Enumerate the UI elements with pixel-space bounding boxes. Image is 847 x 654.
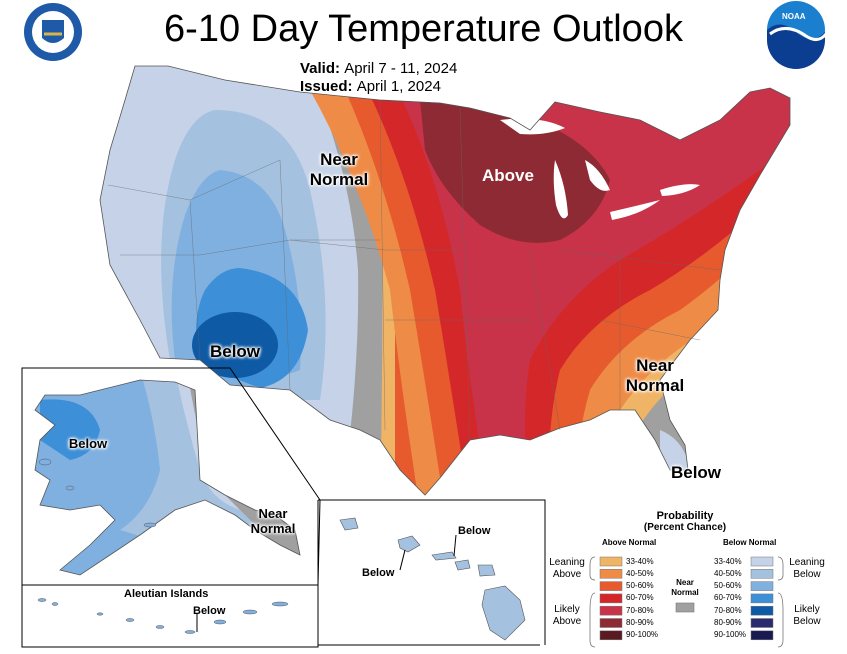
legend-below-bin-label: 60-70% [714,593,742,603]
aleutian-islands [37,598,289,634]
noaa-logo-text: NOAA [782,12,806,21]
label-near-normal-west: Near Normal [309,150,369,189]
legend-above-swatch [599,581,623,591]
valid-dates: Valid: April 7 - 11, 2024 [300,60,458,77]
legend-below-bin-label: 70-80% [714,605,742,615]
legend-above-bin-label: 60-70% [626,593,654,603]
legend-near-normal-swatch [675,602,695,613]
hawaii-inset-frame [317,500,540,646]
legend-below-header: Below Normal [723,538,777,547]
legend-above-swatch [599,618,623,628]
legend-below-swatch [750,618,774,628]
legend-above-swatch [599,569,623,579]
legend-above-bin-label: 90-100% [626,630,659,640]
label-above: Above [482,166,534,185]
page-title: 6-10 Day Temperature Outlook [164,8,683,50]
legend-below-swatch [750,593,774,604]
legend-likely-below: Likely Below [793,604,821,627]
state-borders [107,99,721,441]
legend-below-swatch [750,605,774,616]
legend-below-bin-label: 33-40% [714,556,742,566]
alaska-inset-frame [21,367,321,586]
label-below-southwest: Below [209,342,261,361]
label-hawaii-below-1: Below [458,525,491,537]
legend-above-swatch [599,556,623,567]
legend-below-bin-label: 90-100% [714,630,747,640]
hawaii-label-pointers [399,534,457,571]
legend-above-bin-label: 40-50% [626,568,654,578]
legend-near-normal-label: Near Normal [671,578,699,597]
legend-below-bin-label: 50-60% [714,581,742,591]
legend-below-bin-label: 80-90% [714,618,742,627]
legend-below-swatches [750,556,774,641]
legend-below-swatch [750,569,774,579]
legend-above-bin-label: 70-80% [626,605,654,615]
legend-above-swatch [599,630,623,641]
legend-above-swatches [599,556,623,641]
legend-braces [589,556,784,648]
legend-likely-above: Likely Above [552,604,582,627]
legend-leaning-below: Leaning Below [789,557,825,580]
legend-above-swatch [599,605,623,616]
legend-above-bin-label: 33-40% [626,556,654,566]
noaa-logo [767,1,828,69]
label-below-florida: Below [670,463,722,482]
legend-above-bin-label: 80-90% [626,618,654,627]
legend-below-swatch [750,630,774,641]
legend-above-swatch [599,593,623,604]
label-hawaii-below-2: Below [362,567,395,579]
hawaii-islands [339,517,526,641]
legend-subtitle: (Percent Chance) [643,522,727,533]
legend-leaning-above: Leaning Above [549,557,585,580]
legend-above-header: Above Normal [602,538,657,547]
alaska-islands [38,458,157,528]
legend-below-swatch [750,581,774,591]
label-alaska-below: Below [68,436,108,451]
issued-date: Issued: April 1, 2024 [300,78,441,95]
label-near-normal-southeast: Near Normal [625,356,685,395]
legend-below-bin-label: 40-50% [714,568,742,578]
label-alaska-near-normal: Near Normal [250,506,296,536]
legend-title: Probability [656,510,714,522]
label-aleutian-below: Below [193,605,226,617]
legend-above-bin-label: 50-60% [626,581,654,591]
legend-below-swatch [750,556,774,567]
commerce-seal-logo [24,3,82,61]
conus-outline [99,65,791,496]
alaska-probability-bands [35,380,300,575]
aleutian-islands-title: Aleutian Islands [124,588,209,600]
